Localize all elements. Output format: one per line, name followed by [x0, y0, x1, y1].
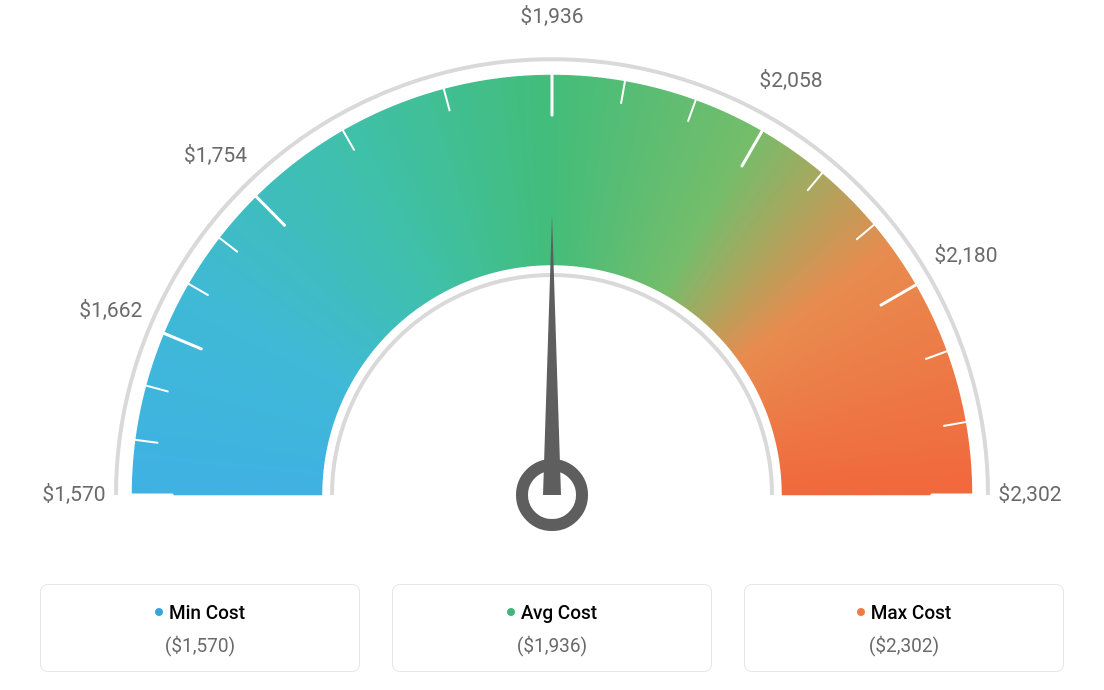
legend-title-max: Max Cost: [755, 601, 1053, 624]
gauge-tick-label: $1,570: [42, 483, 105, 507]
dot-icon: [857, 608, 865, 616]
gauge-tick-label: $2,302: [998, 483, 1061, 507]
dot-icon: [155, 608, 163, 616]
gauge-tick-label: $2,058: [759, 69, 822, 93]
legend-title-max-text: Max Cost: [871, 601, 951, 624]
legend-value-avg: ($1,936): [403, 634, 701, 657]
legend-title-min-text: Min Cost: [169, 601, 245, 624]
legend-row: Min Cost ($1,570) Avg Cost ($1,936) Max …: [0, 584, 1104, 672]
cost-gauge-container: $1,570 $1,662 $1,754 $1,936 $2,058 $2,180 $2,3…: [0, 0, 1104, 690]
gauge-chart: $1,570 $1,662 $1,754 $1,936 $2,058 $2,180 $2,3…: [0, 0, 1104, 550]
gauge-tick-label: $1,936: [520, 5, 583, 29]
legend-title-avg-text: Avg Cost: [521, 601, 597, 624]
legend-title-avg: Avg Cost: [403, 601, 701, 624]
legend-title-min: Min Cost: [51, 601, 349, 624]
legend-card-min: Min Cost ($1,570): [40, 584, 360, 672]
legend-value-min: ($1,570): [51, 634, 349, 657]
gauge-tick-label: $1,662: [79, 299, 142, 323]
legend-card-avg: Avg Cost ($1,936): [392, 584, 712, 672]
gauge-tick-label: $2,180: [934, 244, 997, 268]
legend-card-max: Max Cost ($2,302): [744, 584, 1064, 672]
legend-value-max: ($2,302): [755, 634, 1053, 657]
gauge-tick-label: $1,754: [184, 144, 247, 168]
gauge-svg: [0, 0, 1104, 560]
dot-icon: [507, 608, 515, 616]
